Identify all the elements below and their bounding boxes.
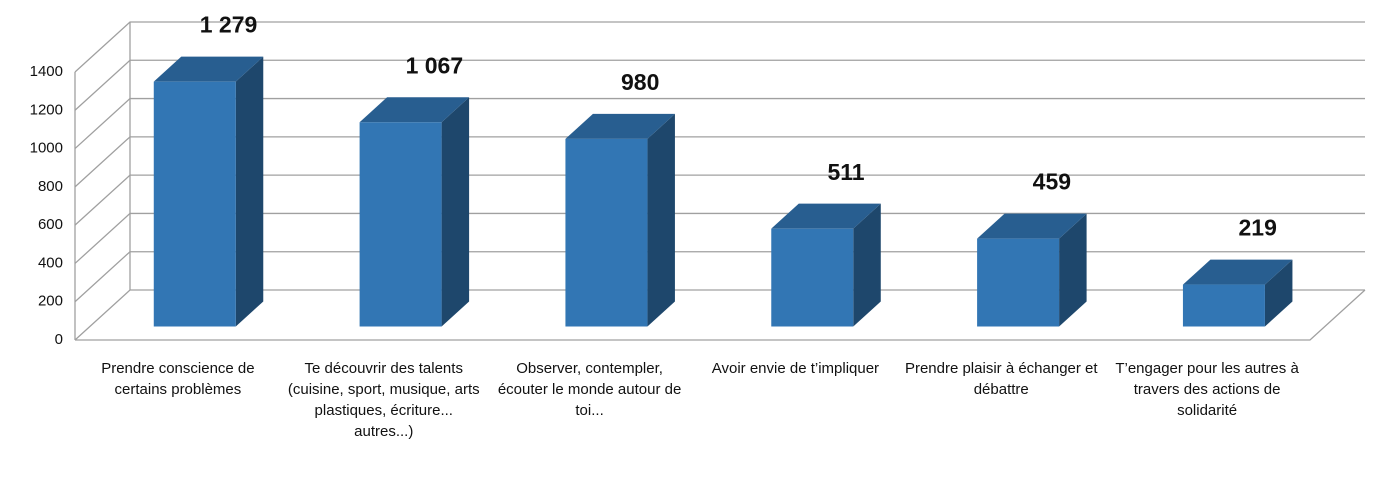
- grid-line: [74, 136, 1365, 188]
- bar-side: [647, 113, 675, 327]
- value-label: 459: [1033, 169, 1071, 195]
- grid-line: [74, 174, 1365, 226]
- bar-top: [771, 203, 881, 229]
- bar-side: [1264, 259, 1293, 327]
- x-tick-label: Prendre conscience de certains problèmes: [101, 360, 255, 398]
- grid-line: [74, 212, 1365, 264]
- value-label: 1 279: [200, 12, 258, 38]
- bar: [153, 81, 236, 327]
- bar: [1182, 284, 1265, 327]
- bar-side: [441, 97, 470, 327]
- y-tick-label: 1000: [30, 140, 63, 157]
- bar-top: [977, 213, 1087, 239]
- bar-side: [853, 203, 881, 327]
- y-tick-label: 0: [55, 331, 63, 348]
- bar: [359, 122, 442, 327]
- grid-line: [74, 97, 1365, 150]
- x-tick-label: Prendre plaisir à échanger et débattre: [904, 360, 1098, 398]
- bar-top: [565, 113, 675, 139]
- x-tick-label: T’engager pour les autres à travers des …: [1115, 360, 1299, 419]
- y-tick-label: 800: [38, 178, 63, 195]
- y-tick-label: 600: [38, 216, 63, 233]
- x-tick-label: Observer, contempler, écouter le monde a…: [497, 360, 682, 419]
- value-label: 511: [827, 159, 864, 185]
- value-label: 219: [1238, 215, 1276, 241]
- bar-side: [235, 56, 264, 327]
- bar: [771, 228, 854, 327]
- grid-line: [74, 21, 1365, 73]
- value-label: 1 067: [406, 52, 464, 78]
- bar-side: [1059, 213, 1087, 327]
- bar: [565, 138, 648, 327]
- x-tick-label: Te découvrir des talents (cuisine, sport…: [287, 360, 480, 440]
- x-tick-label: Avoir envie de t’impliquer: [711, 360, 880, 377]
- y-tick-label: 400: [38, 254, 63, 271]
- grid-line: [74, 59, 1365, 111]
- bar-top: [1182, 259, 1293, 285]
- floor-edge: [75, 289, 1366, 341]
- bar-top: [153, 56, 264, 82]
- y-tick-label: 200: [38, 293, 63, 310]
- value-label: 980: [621, 69, 659, 95]
- grid-line: [74, 289, 1365, 341]
- y-tick-label: 1400: [30, 63, 63, 80]
- grid-line: [74, 251, 1365, 303]
- y-tick-label: 1200: [30, 101, 63, 118]
- bar-top: [359, 97, 470, 123]
- bar: [977, 238, 1060, 327]
